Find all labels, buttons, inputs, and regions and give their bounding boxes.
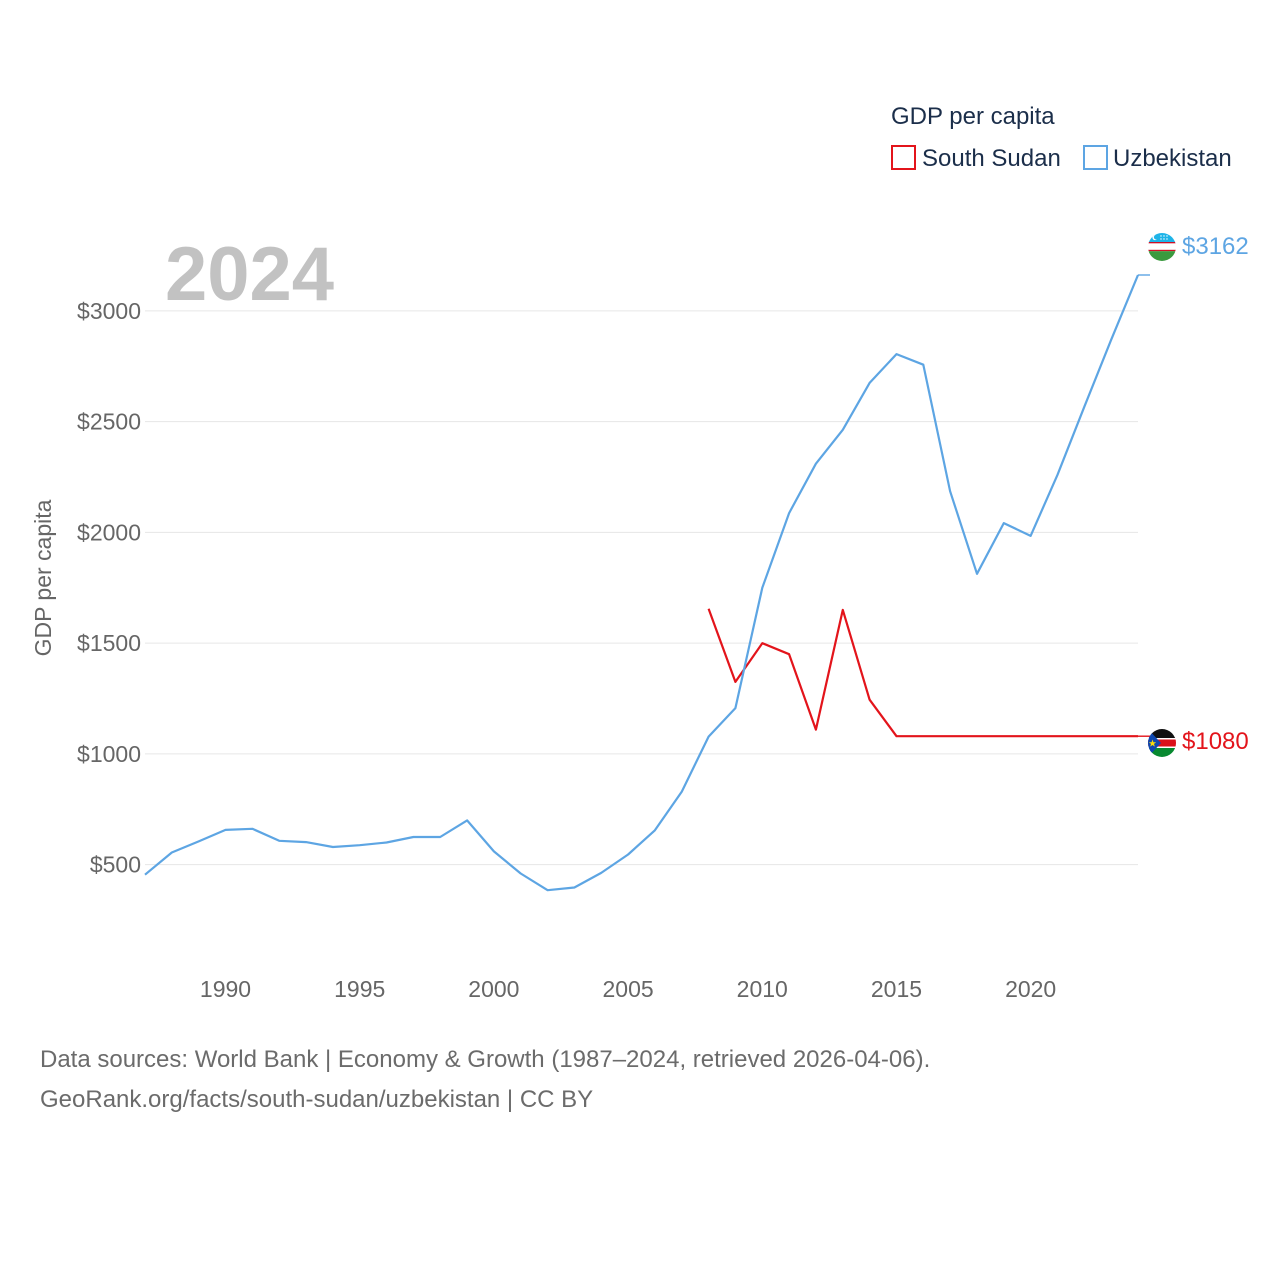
x-axis-ticks: 1990 1995 2000 2005 2010 2015 2020: [200, 976, 1056, 1002]
legend: GDP per capita South Sudan Uzbekistan: [891, 103, 1232, 172]
x-tick-label: 2015: [871, 976, 922, 1002]
x-tick-label: 1990: [200, 976, 251, 1002]
x-tick-label: 1995: [334, 976, 385, 1002]
legend-swatch-south-sudan: [891, 145, 916, 170]
legend-label-uzbekistan: Uzbekistan: [1113, 145, 1232, 172]
y-tick-label: $1500: [77, 630, 141, 656]
gridlines: [145, 310, 1138, 866]
x-tick-label: 2020: [1005, 976, 1056, 1002]
series-lines: [144, 274, 1150, 892]
footer-sources: Data sources: World Bank | Economy & Gro…: [40, 1046, 931, 1073]
end-label-south-sudan: $1080: [1182, 728, 1249, 755]
legend-label-south-sudan: South Sudan: [922, 145, 1061, 172]
y-tick-label: $500: [90, 852, 141, 878]
y-axis-ticks: $500 $1000 $1500 $2000 $2500 $3000: [77, 298, 141, 878]
footer-attribution: GeoRank.org/facts/south-sudan/uzbekistan…: [40, 1086, 594, 1113]
x-tick-label: 2000: [468, 976, 519, 1002]
y-tick-label: $3000: [77, 298, 141, 324]
uzbekistan-flag-icon: [1148, 233, 1176, 261]
year-label: 2024: [165, 232, 334, 317]
y-tick-label: $2500: [77, 409, 141, 435]
legend-swatch-uzbekistan: [1083, 145, 1108, 170]
legend-title: GDP per capita: [891, 103, 1055, 130]
chart: $500 $1000 $1500 $2000 $2500 $3000 1990 1995 20…: [30, 103, 1249, 1002]
series-line-south-sudan: [707, 608, 1138, 738]
y-tick-label: $2000: [77, 519, 141, 545]
end-label-uzbekistan: $3162: [1182, 233, 1249, 260]
series-line-uzbekistan: [144, 274, 1140, 892]
x-tick-label: 2005: [602, 976, 653, 1002]
y-axis-label: GDP per capita: [30, 499, 56, 656]
x-tick-label: 2010: [737, 976, 788, 1002]
south-sudan-flag-icon: [1148, 729, 1176, 757]
y-tick-label: $1000: [77, 741, 141, 767]
